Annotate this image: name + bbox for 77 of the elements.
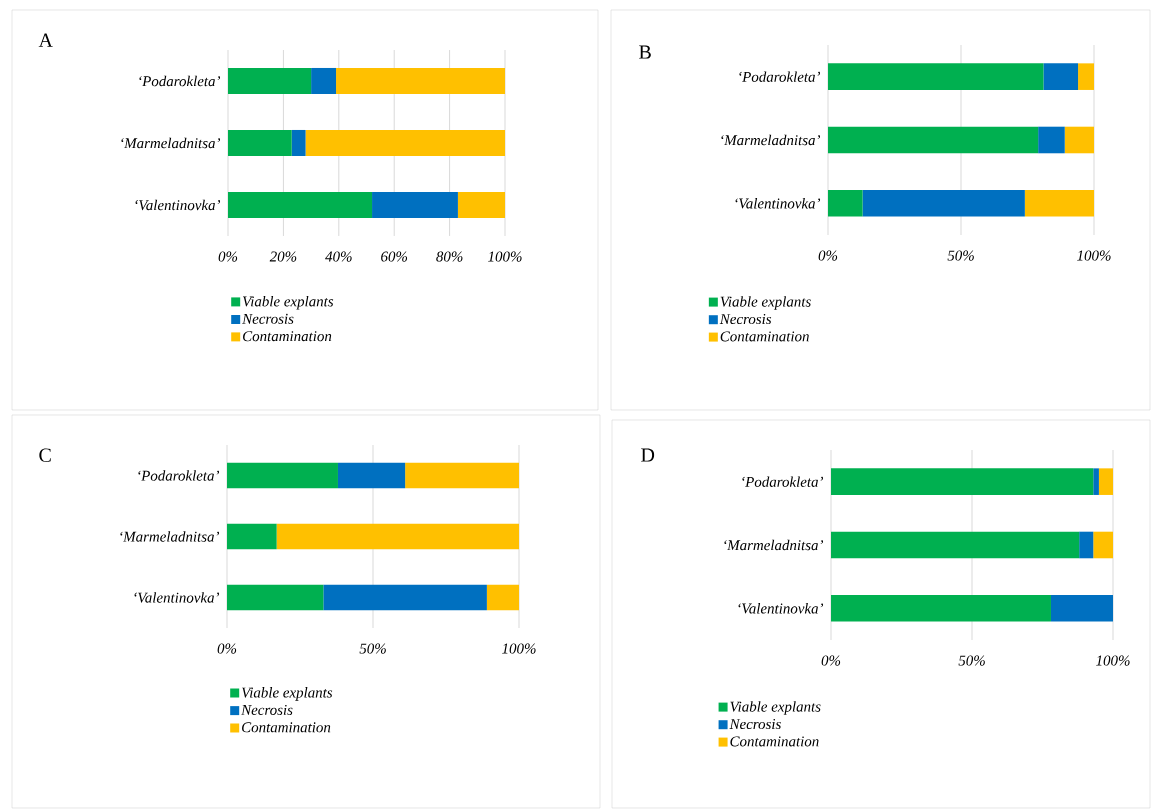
y-tick-label: ‘Marmeladnitsa’ xyxy=(120,531,220,542)
bar xyxy=(831,468,1094,495)
bar xyxy=(1098,468,1114,495)
bar xyxy=(1093,468,1099,495)
y-tick-label: ‘Valentinovka’ xyxy=(134,592,220,603)
x-tick-label: 0% xyxy=(821,655,841,666)
x-tick-label: 100% xyxy=(1096,655,1130,666)
y-tick-label: ‘Podarokleta’ xyxy=(742,476,824,487)
y-tick-label: ‘Podarokleta’ xyxy=(739,71,821,82)
bar xyxy=(305,129,506,157)
bar xyxy=(336,67,506,95)
bar xyxy=(1024,190,1095,217)
bar xyxy=(323,584,487,611)
bar xyxy=(227,584,324,611)
bar xyxy=(831,531,1080,559)
bar xyxy=(457,191,506,219)
x-tick-label: 50% xyxy=(947,250,974,261)
legend-label: Contamination xyxy=(243,331,332,342)
text: A xyxy=(38,33,53,47)
bar xyxy=(1078,63,1095,90)
y-tick-label: ‘Podarokleta’ xyxy=(138,470,220,481)
x-tick-label: 60% xyxy=(381,251,408,262)
legend-label: Necrosis xyxy=(729,719,781,730)
x-tick-label: 100% xyxy=(1077,250,1111,261)
y-tick-label: ‘Valentinovka’ xyxy=(135,199,221,211)
y-tick-label: ‘Valentinovka’ xyxy=(735,198,821,209)
y-tick-label: ‘Marmeladnitsa’ xyxy=(721,134,821,146)
text: D xyxy=(641,448,655,462)
legend-label: Necrosis xyxy=(241,704,293,715)
x-tick-label: 20% xyxy=(269,251,297,262)
legend-label: Viable explants xyxy=(720,296,811,310)
legend-label: Viable explants xyxy=(730,701,821,715)
bar xyxy=(486,584,520,611)
bar xyxy=(828,63,1044,90)
bar xyxy=(276,523,520,550)
y-tick-label: ‘Valentinovka’ xyxy=(738,603,824,614)
bar xyxy=(228,191,373,219)
bar xyxy=(337,462,406,489)
text: C xyxy=(39,448,51,462)
legend-label: Necrosis xyxy=(242,313,294,324)
x-tick-label: 40% xyxy=(325,251,352,262)
legend-label: Contamination xyxy=(720,331,809,342)
x-tick-label: 50% xyxy=(958,655,985,666)
legend-label: Necrosis xyxy=(719,314,772,325)
y-tick-label: ‘Marmeladnitsa’ xyxy=(121,137,221,149)
y-tick-label: ‘Podarokleta’ xyxy=(139,75,221,87)
bar xyxy=(228,67,312,95)
x-tick-label: 0% xyxy=(218,251,238,262)
bar xyxy=(291,129,306,157)
bar xyxy=(311,67,337,95)
y-tick-label: ‘Marmeladnitsa’ xyxy=(724,539,824,551)
bar xyxy=(372,191,458,219)
legend-label: Viable explants xyxy=(241,687,333,701)
bar xyxy=(405,462,520,489)
x-tick-label: 0% xyxy=(217,643,237,654)
bar xyxy=(1043,63,1079,90)
bar xyxy=(862,190,1025,217)
bar xyxy=(828,190,863,217)
legend-label: Viable explants xyxy=(242,295,334,310)
x-tick-label: 0% xyxy=(818,250,838,261)
x-tick-label: 80% xyxy=(436,251,463,262)
legend-label: Contamination xyxy=(730,736,819,747)
bar xyxy=(1038,126,1065,154)
bar xyxy=(1079,531,1094,559)
bar xyxy=(227,462,338,489)
bar xyxy=(831,595,1051,622)
x-tick-label: 100% xyxy=(502,643,536,654)
bar xyxy=(227,523,277,550)
legend-label: Contamination xyxy=(242,722,331,733)
bar xyxy=(1093,531,1114,559)
bar xyxy=(828,126,1039,154)
text: B xyxy=(639,45,651,59)
x-tick-label: 50% xyxy=(359,643,386,654)
bar xyxy=(228,129,292,157)
bar xyxy=(1064,126,1095,154)
bar xyxy=(1050,595,1114,622)
x-tick-label: 100% xyxy=(488,251,522,262)
